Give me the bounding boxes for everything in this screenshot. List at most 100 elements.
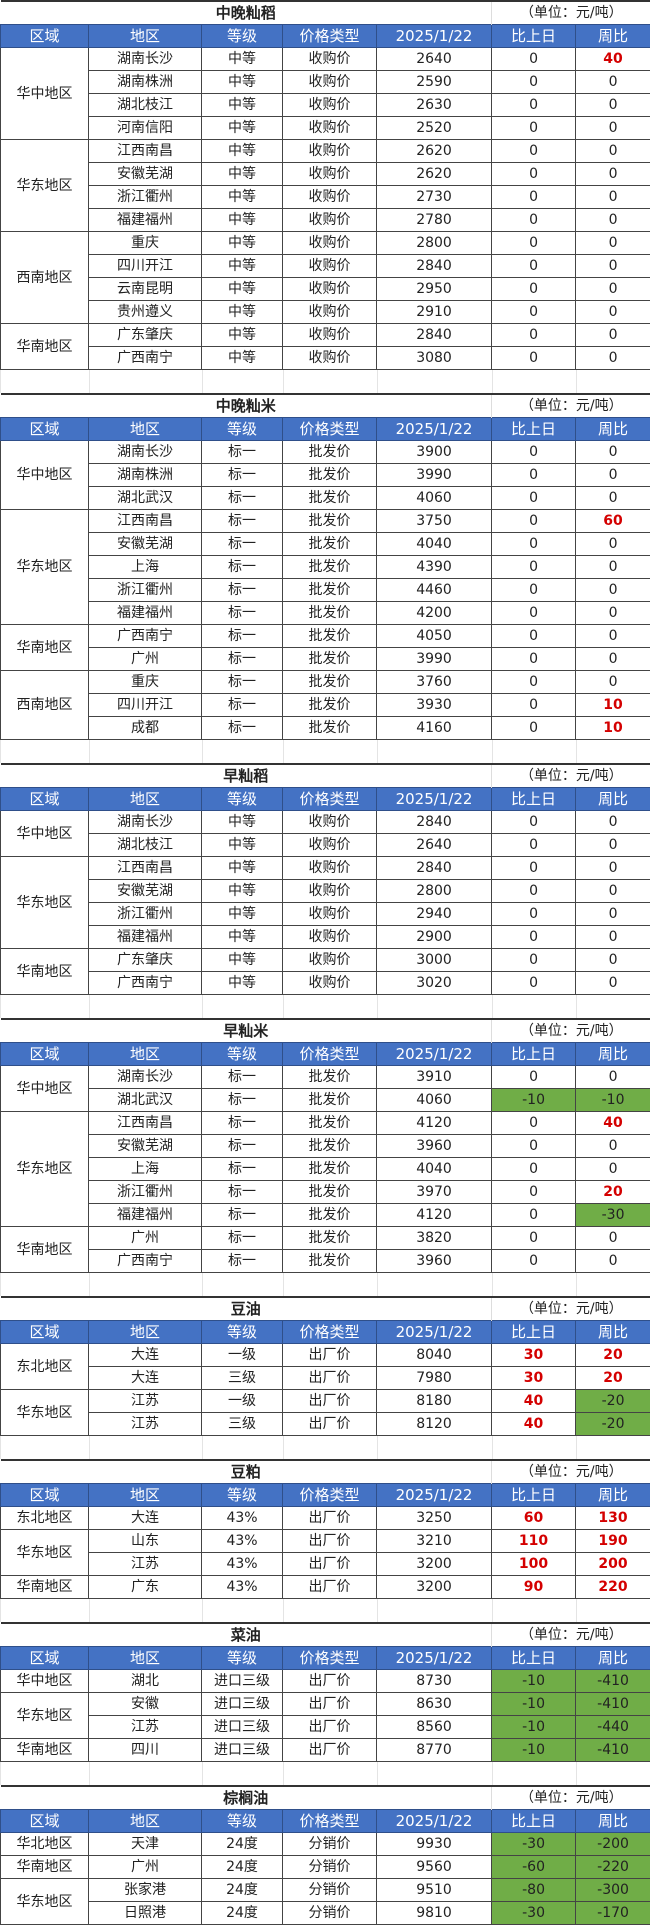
price-cell: 8120: [377, 1413, 492, 1436]
table-title-row: 豆油（单位：元/吨）: [1, 1297, 650, 1321]
grade-cell: 标一: [202, 533, 283, 556]
price-cell: 2520: [377, 117, 492, 140]
price-type-cell: 批发价: [283, 694, 377, 717]
area-cell: 福建福州: [89, 1204, 202, 1227]
region-cell: 东北地区: [1, 1344, 89, 1390]
area-cell: 江西南昌: [89, 510, 202, 533]
day-change-cell: -10: [492, 1670, 576, 1693]
price-cell: 4460: [377, 579, 492, 602]
region-cell: 华北地区: [1, 1833, 89, 1856]
region-cell: 华中地区: [1, 441, 89, 510]
area-cell: 广西南宁: [89, 625, 202, 648]
header-week-change: 周比: [576, 1484, 650, 1507]
area-cell: 四川开江: [89, 255, 202, 278]
day-change-cell: 0: [492, 347, 576, 370]
price-cell: 3210: [377, 1530, 492, 1553]
price-cell: 2840: [377, 255, 492, 278]
price-type-cell: 出厂价: [283, 1739, 377, 1762]
price-type-cell: 批发价: [283, 1066, 377, 1089]
week-change-cell: 0: [576, 811, 650, 834]
grade-cell: 中等: [202, 903, 283, 926]
price-type-cell: 收购价: [283, 903, 377, 926]
table-title: 中晚籼稻: [1, 1, 492, 25]
grade-cell: 中等: [202, 278, 283, 301]
day-change-cell: 0: [492, 163, 576, 186]
price-type-cell: 出厂价: [283, 1576, 377, 1599]
header-area: 地区: [89, 1321, 202, 1344]
unit-label: （单位：元/吨）: [492, 1297, 650, 1321]
table-title: 早籼米: [1, 1019, 492, 1043]
header-area: 地区: [89, 788, 202, 811]
grade-cell: 标一: [202, 694, 283, 717]
header-region: 区域: [1, 25, 89, 48]
header-area: 地区: [89, 1043, 202, 1066]
day-change-cell: 0: [492, 949, 576, 972]
header-region: 区域: [1, 1321, 89, 1344]
day-change-cell: 110: [492, 1530, 576, 1553]
day-change-cell: -30: [492, 1902, 576, 1925]
area-cell: 湖北枝江: [89, 834, 202, 857]
price-type-cell: 出厂价: [283, 1693, 377, 1716]
week-change-cell: 0: [576, 949, 650, 972]
price-cell: 2640: [377, 48, 492, 71]
week-change-cell: 0: [576, 1066, 650, 1089]
area-cell: 成都: [89, 717, 202, 740]
grade-cell: 进口三级: [202, 1693, 283, 1716]
price-type-cell: 批发价: [283, 1135, 377, 1158]
region-cell: 华南地区: [1, 1576, 89, 1599]
table-spacer: [0, 1273, 650, 1296]
header-price-type: 价格类型: [283, 418, 377, 441]
day-change-cell: 0: [492, 972, 576, 995]
price-cell: 2900: [377, 926, 492, 949]
header-day-change: 比上日: [492, 1484, 576, 1507]
area-cell: 贵州遵义: [89, 301, 202, 324]
grade-cell: 24度: [202, 1879, 283, 1902]
area-cell: 湖南长沙: [89, 48, 202, 71]
price-cell: 2800: [377, 232, 492, 255]
price-cell: 3000: [377, 949, 492, 972]
price-cell: 3020: [377, 972, 492, 995]
week-change-cell: 0: [576, 1135, 650, 1158]
area-cell: 大连: [89, 1367, 202, 1390]
grade-cell: 标一: [202, 717, 283, 740]
header-price: 2025/1/22: [377, 25, 492, 48]
week-change-cell: 0: [576, 880, 650, 903]
region-cell: 西南地区: [1, 232, 89, 324]
price-type-cell: 批发价: [283, 487, 377, 510]
price-type-cell: 批发价: [283, 1158, 377, 1181]
price-cell: 4040: [377, 533, 492, 556]
grade-cell: 进口三级: [202, 1739, 283, 1762]
region-cell: 华南地区: [1, 949, 89, 995]
day-change-cell: 0: [492, 717, 576, 740]
price-type-cell: 出厂价: [283, 1716, 377, 1739]
price-type-cell: 收购价: [283, 48, 377, 71]
price-cell: 3960: [377, 1135, 492, 1158]
header-day-change: 比上日: [492, 1647, 576, 1670]
grade-cell: 三级: [202, 1413, 283, 1436]
area-cell: 江苏: [89, 1390, 202, 1413]
unit-label: （单位：元/吨）: [492, 394, 650, 418]
day-change-cell: 0: [492, 140, 576, 163]
day-change-cell: 0: [492, 857, 576, 880]
area-cell: 重庆: [89, 671, 202, 694]
price-type-cell: 批发价: [283, 671, 377, 694]
week-change-cell: 0: [576, 556, 650, 579]
price-type-cell: 批发价: [283, 533, 377, 556]
